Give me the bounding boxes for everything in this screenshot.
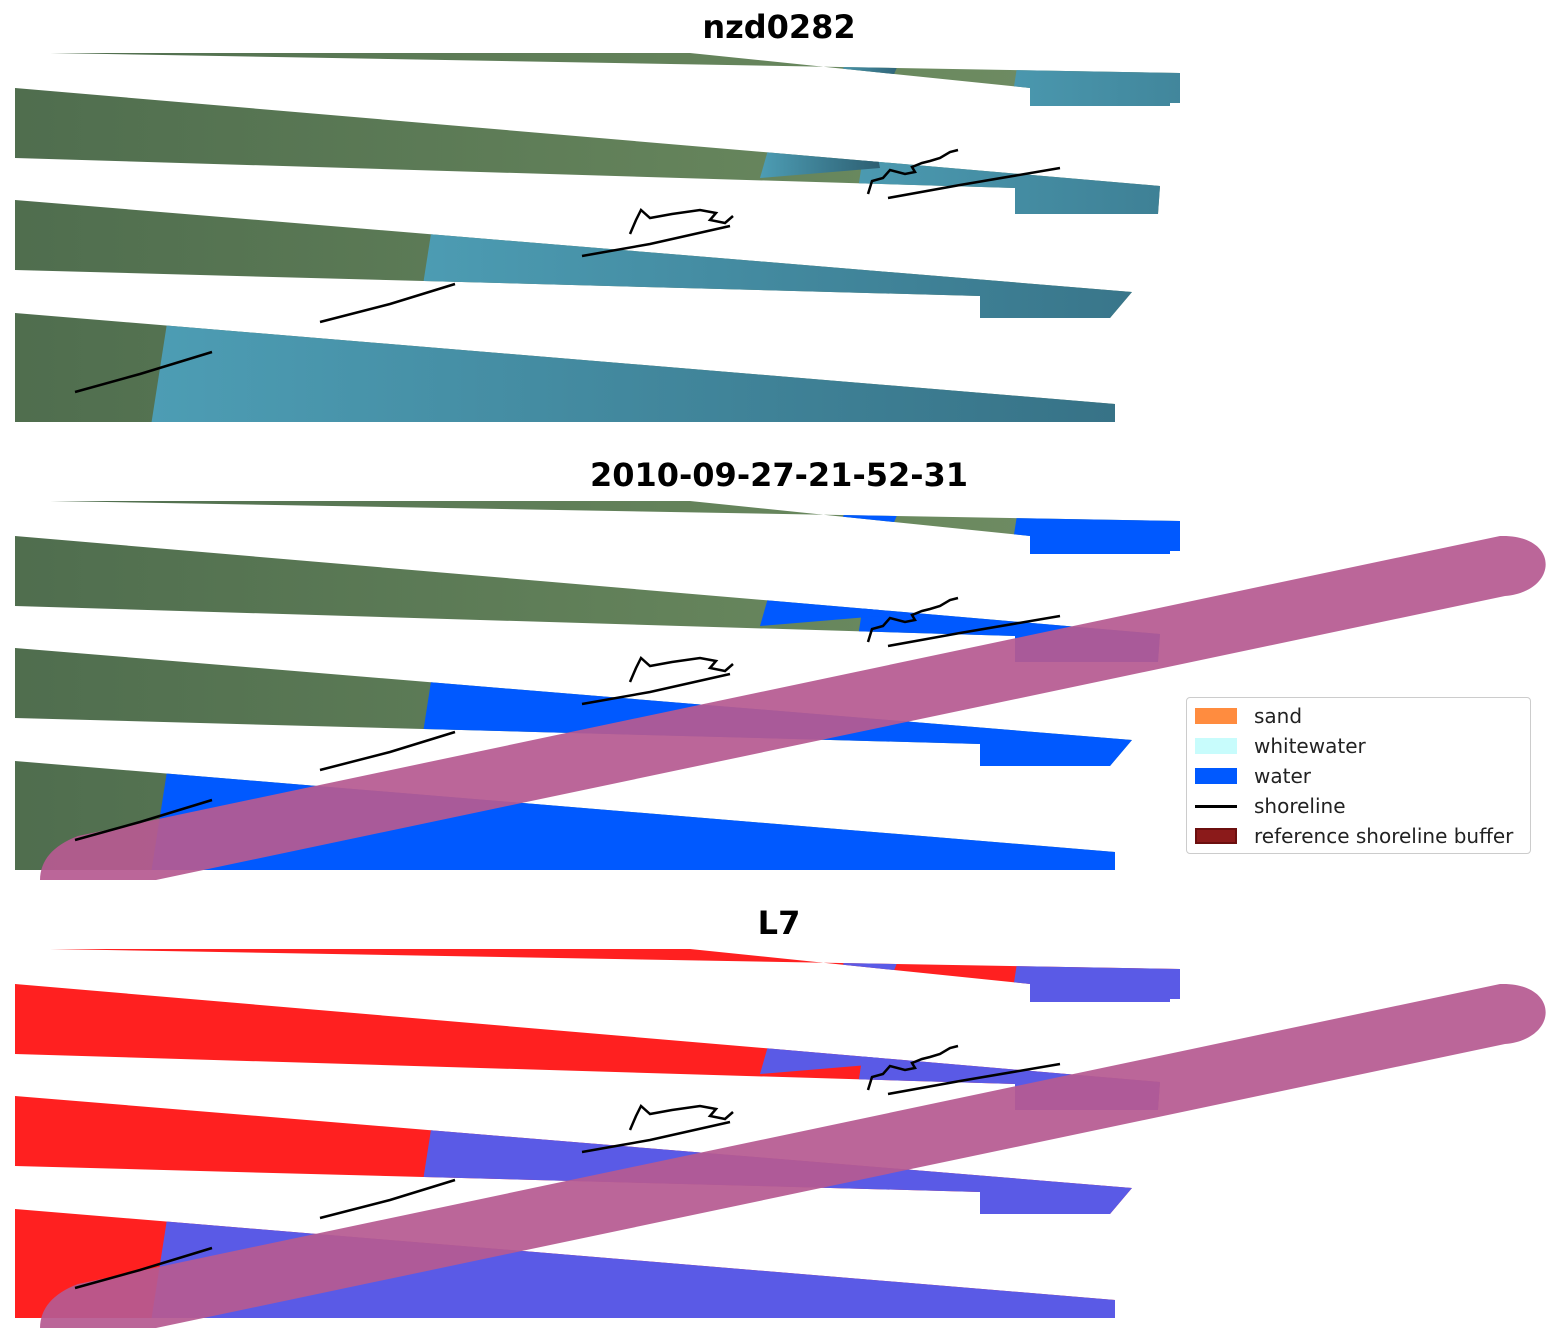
legend-item-buffer: reference shoreline buffer	[1195, 824, 1513, 848]
water-area	[820, 88, 1160, 214]
legend-swatch-sand	[1195, 708, 1237, 724]
shoreline	[581, 1120, 731, 1154]
shoreline	[74, 798, 213, 842]
river-area	[830, 949, 905, 1002]
shoreline	[74, 350, 213, 394]
index-image-panel	[15, 949, 1546, 1328]
legend-item-water: water	[1195, 764, 1311, 788]
water-area	[960, 53, 1180, 106]
legend-swatch-buffer	[1195, 828, 1237, 844]
shoreline	[319, 730, 456, 772]
legend-item-sand: sand	[1195, 704, 1302, 728]
shoreline	[581, 224, 731, 258]
shoreline	[628, 655, 734, 683]
legend-item-shoreline: shoreline	[1195, 794, 1346, 818]
river-area	[760, 556, 880, 626]
shoreline	[628, 1103, 734, 1131]
shoreline	[319, 1178, 456, 1220]
legend-label-buffer: reference shoreline buffer	[1254, 824, 1514, 848]
river-area	[760, 1004, 880, 1074]
legend: sand whitewater water shoreline referenc…	[1186, 697, 1531, 854]
shoreline	[866, 1044, 959, 1091]
shoreline	[319, 282, 456, 324]
river-area	[830, 53, 905, 106]
river-area	[830, 501, 905, 554]
river-area	[760, 108, 880, 178]
classified-image-panel	[15, 501, 1546, 880]
reference-shoreline-buffer	[40, 983, 1546, 1328]
shoreline	[887, 614, 1061, 648]
legend-label-sand: sand	[1254, 704, 1303, 728]
shoreline	[581, 672, 731, 706]
legend-label-water: water	[1254, 764, 1311, 788]
panel-title-2: 2010-09-27-21-52-31	[589, 456, 969, 494]
legend-item-whitewater: whitewater	[1195, 734, 1366, 758]
panel-title-3: L7	[757, 904, 801, 942]
legend-label-whitewater: whitewater	[1254, 734, 1366, 758]
panel-title-1: nzd0282	[702, 8, 856, 46]
legend-line-shoreline	[1195, 804, 1237, 808]
shoreline	[628, 207, 734, 235]
shoreline	[887, 166, 1061, 200]
rgb-image-panel	[15, 53, 1180, 422]
shoreline	[866, 596, 959, 643]
legend-swatch-water	[1195, 768, 1237, 784]
legend-swatch-whitewater	[1195, 738, 1237, 754]
shoreline	[887, 1062, 1061, 1096]
shoreline	[74, 1246, 213, 1290]
legend-label-shoreline: shoreline	[1254, 794, 1346, 818]
reference-shoreline-buffer	[40, 535, 1546, 880]
shoreline	[866, 148, 959, 195]
